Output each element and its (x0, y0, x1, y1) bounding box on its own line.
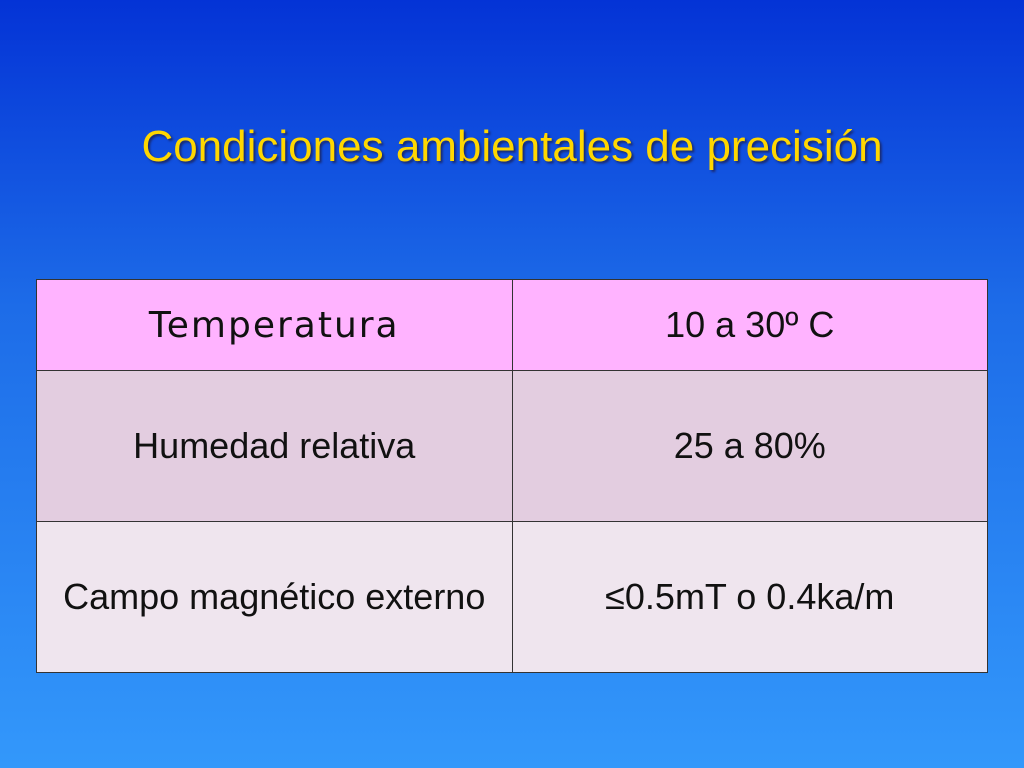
table-row: Temperatura 10 a 30º C (36, 279, 988, 371)
table-row: Campo magnético externo ≤0.5mT o 0.4ka/m (36, 521, 988, 673)
conditions-table: Temperatura 10 a 30º C Humedad relativa … (36, 279, 988, 673)
table-cell: Humedad relativa (36, 370, 513, 522)
table-cell: Campo magnético externo (36, 521, 513, 673)
table-cell: Temperatura (36, 279, 513, 371)
table-cell: 25 a 80% (511, 370, 988, 522)
table-cell: 10 a 30º C (511, 279, 988, 371)
table-row: Humedad relativa 25 a 80% (36, 370, 988, 522)
slide-title: Condiciones ambientales de precisión (141, 122, 883, 171)
table-cell: ≤0.5mT o 0.4ka/m (511, 521, 988, 673)
